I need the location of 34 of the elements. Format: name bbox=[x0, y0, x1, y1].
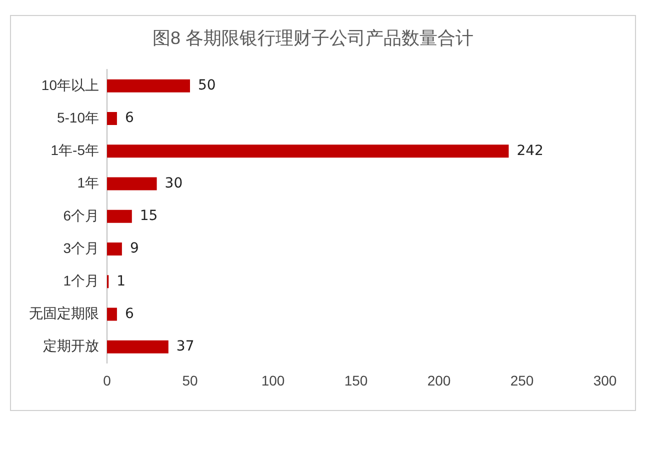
data-label: 50 bbox=[198, 78, 216, 94]
x-tick-label: 200 bbox=[427, 372, 451, 388]
data-label: 242 bbox=[516, 142, 544, 159]
bar bbox=[107, 144, 509, 158]
bar bbox=[107, 242, 122, 256]
x-tick-label: 100 bbox=[261, 372, 285, 388]
x-tick-label: 150 bbox=[344, 372, 368, 388]
bar bbox=[107, 177, 157, 190]
bar bbox=[107, 79, 190, 92]
data-label: 9 bbox=[130, 240, 139, 257]
x-tick-label: 300 bbox=[593, 372, 617, 388]
y-tick-label: 定期开放 bbox=[43, 338, 99, 354]
y-tick-label: 1年 bbox=[77, 174, 99, 191]
y-tick-label: 1个月 bbox=[63, 272, 99, 289]
y-tick-label: 1年-5年 bbox=[50, 142, 99, 158]
x-tick-label: 0 bbox=[103, 372, 112, 388]
bar bbox=[107, 340, 168, 354]
chart-title: 图8 各期限银行理财子公司产品数量合计 bbox=[152, 28, 474, 48]
data-label: 15 bbox=[140, 208, 158, 224]
data-label: 1 bbox=[116, 273, 126, 290]
y-tick-label: 无固定期限 bbox=[29, 305, 99, 322]
y-tick-label: 3个月 bbox=[63, 240, 99, 256]
y-tick-label: 10年以上 bbox=[41, 76, 99, 93]
y-tick-label: 6个月 bbox=[63, 207, 99, 224]
data-label: 30 bbox=[164, 175, 183, 192]
data-label: 37 bbox=[176, 338, 194, 355]
bar bbox=[107, 112, 117, 126]
bar bbox=[107, 308, 117, 321]
y-tick-label: 5-10年 bbox=[56, 109, 99, 126]
x-tick-label: 250 bbox=[510, 372, 534, 388]
data-label: 6 bbox=[124, 306, 134, 322]
data-label: 6 bbox=[124, 110, 134, 126]
bar bbox=[107, 210, 132, 223]
x-tick-label: 50 bbox=[182, 372, 198, 388]
